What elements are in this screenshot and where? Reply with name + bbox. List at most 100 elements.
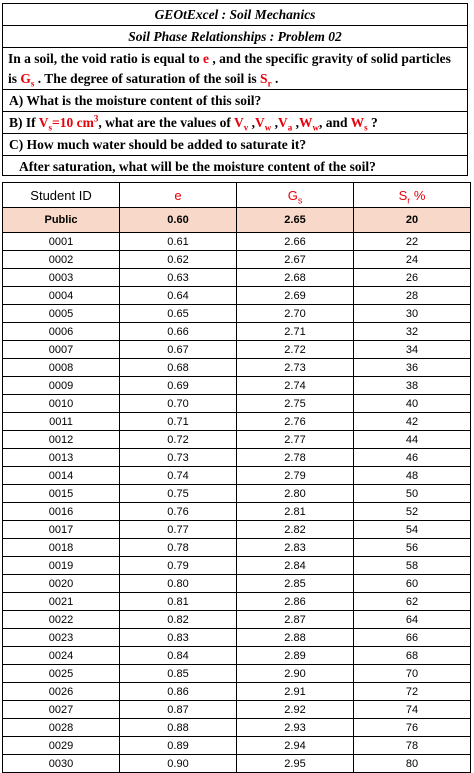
cell-void-ratio: 0.66 <box>119 322 237 341</box>
table-row: 0008 0.68 2.73 36 <box>2 358 471 377</box>
cell-saturation: 56 <box>353 538 471 557</box>
cell-specific-gravity: 2.83 <box>236 538 354 557</box>
cell-saturation: 26 <box>353 268 471 287</box>
cell-void-ratio: 0.83 <box>119 628 237 647</box>
cell-specific-gravity: 2.69 <box>236 286 354 305</box>
cell-specific-gravity: 2.94 <box>236 736 354 755</box>
cell-void-ratio: 0.74 <box>119 466 237 485</box>
cell-specific-gravity: 2.84 <box>236 556 354 575</box>
cell-student-id: 0023 <box>2 628 120 647</box>
table-row: 0022 0.82 2.87 64 <box>2 610 471 629</box>
cell-specific-gravity: 2.73 <box>236 358 354 377</box>
cell-void-ratio: 0.61 <box>119 232 237 251</box>
table-row: 0025 0.85 2.90 70 <box>2 664 471 683</box>
cell-saturation: 20 <box>353 207 471 233</box>
header-student-id: Student ID <box>2 182 120 208</box>
cell-saturation: 62 <box>353 592 471 611</box>
table-row: 0026 0.86 2.91 72 <box>2 682 471 701</box>
document-title: GEOtExcel : Soil Mechanics <box>3 4 467 26</box>
intro-text-1: In a soil, the void ratio is equal to <box>8 51 204 66</box>
cell-saturation: 80 <box>353 754 471 773</box>
cell-void-ratio: 0.79 <box>119 556 237 575</box>
cell-saturation: 48 <box>353 466 471 485</box>
cell-student-id: 0008 <box>2 358 120 377</box>
table-row: 0019 0.79 2.84 58 <box>2 556 471 575</box>
vs-symbol: Vs=10 cm3 <box>38 113 99 133</box>
cell-saturation: 36 <box>353 358 471 377</box>
cell-student-id: 0025 <box>2 664 120 683</box>
table-row: 0001 0.61 2.66 22 <box>2 232 471 251</box>
cell-specific-gravity: 2.87 <box>236 610 354 629</box>
cell-void-ratio: 0.64 <box>119 286 237 305</box>
cell-specific-gravity: 2.95 <box>236 754 354 773</box>
cell-void-ratio: 0.67 <box>119 340 237 359</box>
cell-void-ratio: 0.63 <box>119 268 237 287</box>
cell-saturation: 28 <box>353 286 471 305</box>
specific-gravity-symbol: Gs <box>20 71 35 89</box>
cell-student-id: 0005 <box>2 304 120 323</box>
cell-void-ratio: 0.86 <box>119 682 237 701</box>
table-row: 0017 0.77 2.82 54 <box>2 520 471 539</box>
cell-student-id: 0007 <box>2 340 120 359</box>
cell-saturation: 34 <box>353 340 471 359</box>
cell-saturation: 68 <box>353 646 471 665</box>
cell-void-ratio: 0.81 <box>119 592 237 611</box>
table-row: 0015 0.75 2.80 50 <box>2 484 471 503</box>
cell-specific-gravity: 2.65 <box>236 207 354 233</box>
cell-saturation: 76 <box>353 718 471 737</box>
cell-student-id: 0009 <box>2 376 120 395</box>
table-row: 0011 0.71 2.76 42 <box>2 412 471 431</box>
cell-specific-gravity: 2.71 <box>236 322 354 341</box>
cell-void-ratio: 0.72 <box>119 430 237 449</box>
cell-saturation: 32 <box>353 322 471 341</box>
cell-void-ratio: 0.84 <box>119 646 237 665</box>
table-row: 0003 0.63 2.68 26 <box>2 268 471 287</box>
cell-saturation: 50 <box>353 484 471 503</box>
cell-void-ratio: 0.88 <box>119 718 237 737</box>
cell-saturation: 40 <box>353 394 471 413</box>
cell-saturation: 46 <box>353 448 471 467</box>
cell-void-ratio: 0.85 <box>119 664 237 683</box>
cell-saturation: 70 <box>353 664 471 683</box>
cell-saturation: 24 <box>353 250 471 269</box>
cell-student-id: 0002 <box>2 250 120 269</box>
cell-void-ratio: 0.73 <box>119 448 237 467</box>
cell-saturation: 52 <box>353 502 471 521</box>
cell-void-ratio: 0.68 <box>119 358 237 377</box>
cell-specific-gravity: 2.67 <box>236 250 354 269</box>
table-row: 0007 0.67 2.72 34 <box>2 340 471 359</box>
cell-void-ratio: 0.70 <box>119 394 237 413</box>
intro-text-2: , and the specific gravity of solid part… <box>8 51 451 86</box>
cell-specific-gravity: 2.70 <box>236 304 354 323</box>
cell-specific-gravity: 2.86 <box>236 592 354 611</box>
cell-student-id: 0029 <box>2 736 120 755</box>
table-row: 0010 0.70 2.75 40 <box>2 394 471 413</box>
student-data-table-wrapper: Student ID e Gs Sr % Public 0.60 2.65 20… <box>2 182 471 773</box>
cell-student-id: 0012 <box>2 430 120 449</box>
question-c-continued: After saturation, what will be the moist… <box>19 159 376 174</box>
problem-statement-box: GEOtExcel : Soil Mechanics Soil Phase Re… <box>2 3 468 176</box>
cell-saturation: 44 <box>353 430 471 449</box>
table-row: 0014 0.74 2.79 48 <box>2 466 471 485</box>
cell-void-ratio: 0.62 <box>119 250 237 269</box>
question-c: C) How much water should be added to sat… <box>3 134 467 156</box>
cell-specific-gravity: 2.75 <box>236 394 354 413</box>
table-row: 0021 0.81 2.86 62 <box>2 592 471 611</box>
cell-saturation: 78 <box>353 736 471 755</box>
cell-void-ratio: 0.80 <box>119 574 237 593</box>
cell-specific-gravity: 2.66 <box>236 232 354 251</box>
header-specific-gravity: Gs <box>236 182 354 208</box>
cell-student-id: 0003 <box>2 268 120 287</box>
table-row: 0024 0.84 2.89 68 <box>2 646 471 665</box>
vw-symbol: Vw <box>254 115 272 133</box>
cell-saturation: 22 <box>353 232 471 251</box>
header-void-ratio: e <box>119 182 237 208</box>
cell-specific-gravity: 2.90 <box>236 664 354 683</box>
cell-saturation: 58 <box>353 556 471 575</box>
cell-specific-gravity: 2.77 <box>236 430 354 449</box>
cell-void-ratio: 0.87 <box>119 700 237 719</box>
cell-student-id: 0020 <box>2 574 120 593</box>
cell-saturation: 54 <box>353 520 471 539</box>
problem-intro: In a soil, the void ratio is equal to e … <box>3 48 467 90</box>
cell-void-ratio: 0.77 <box>119 520 237 539</box>
